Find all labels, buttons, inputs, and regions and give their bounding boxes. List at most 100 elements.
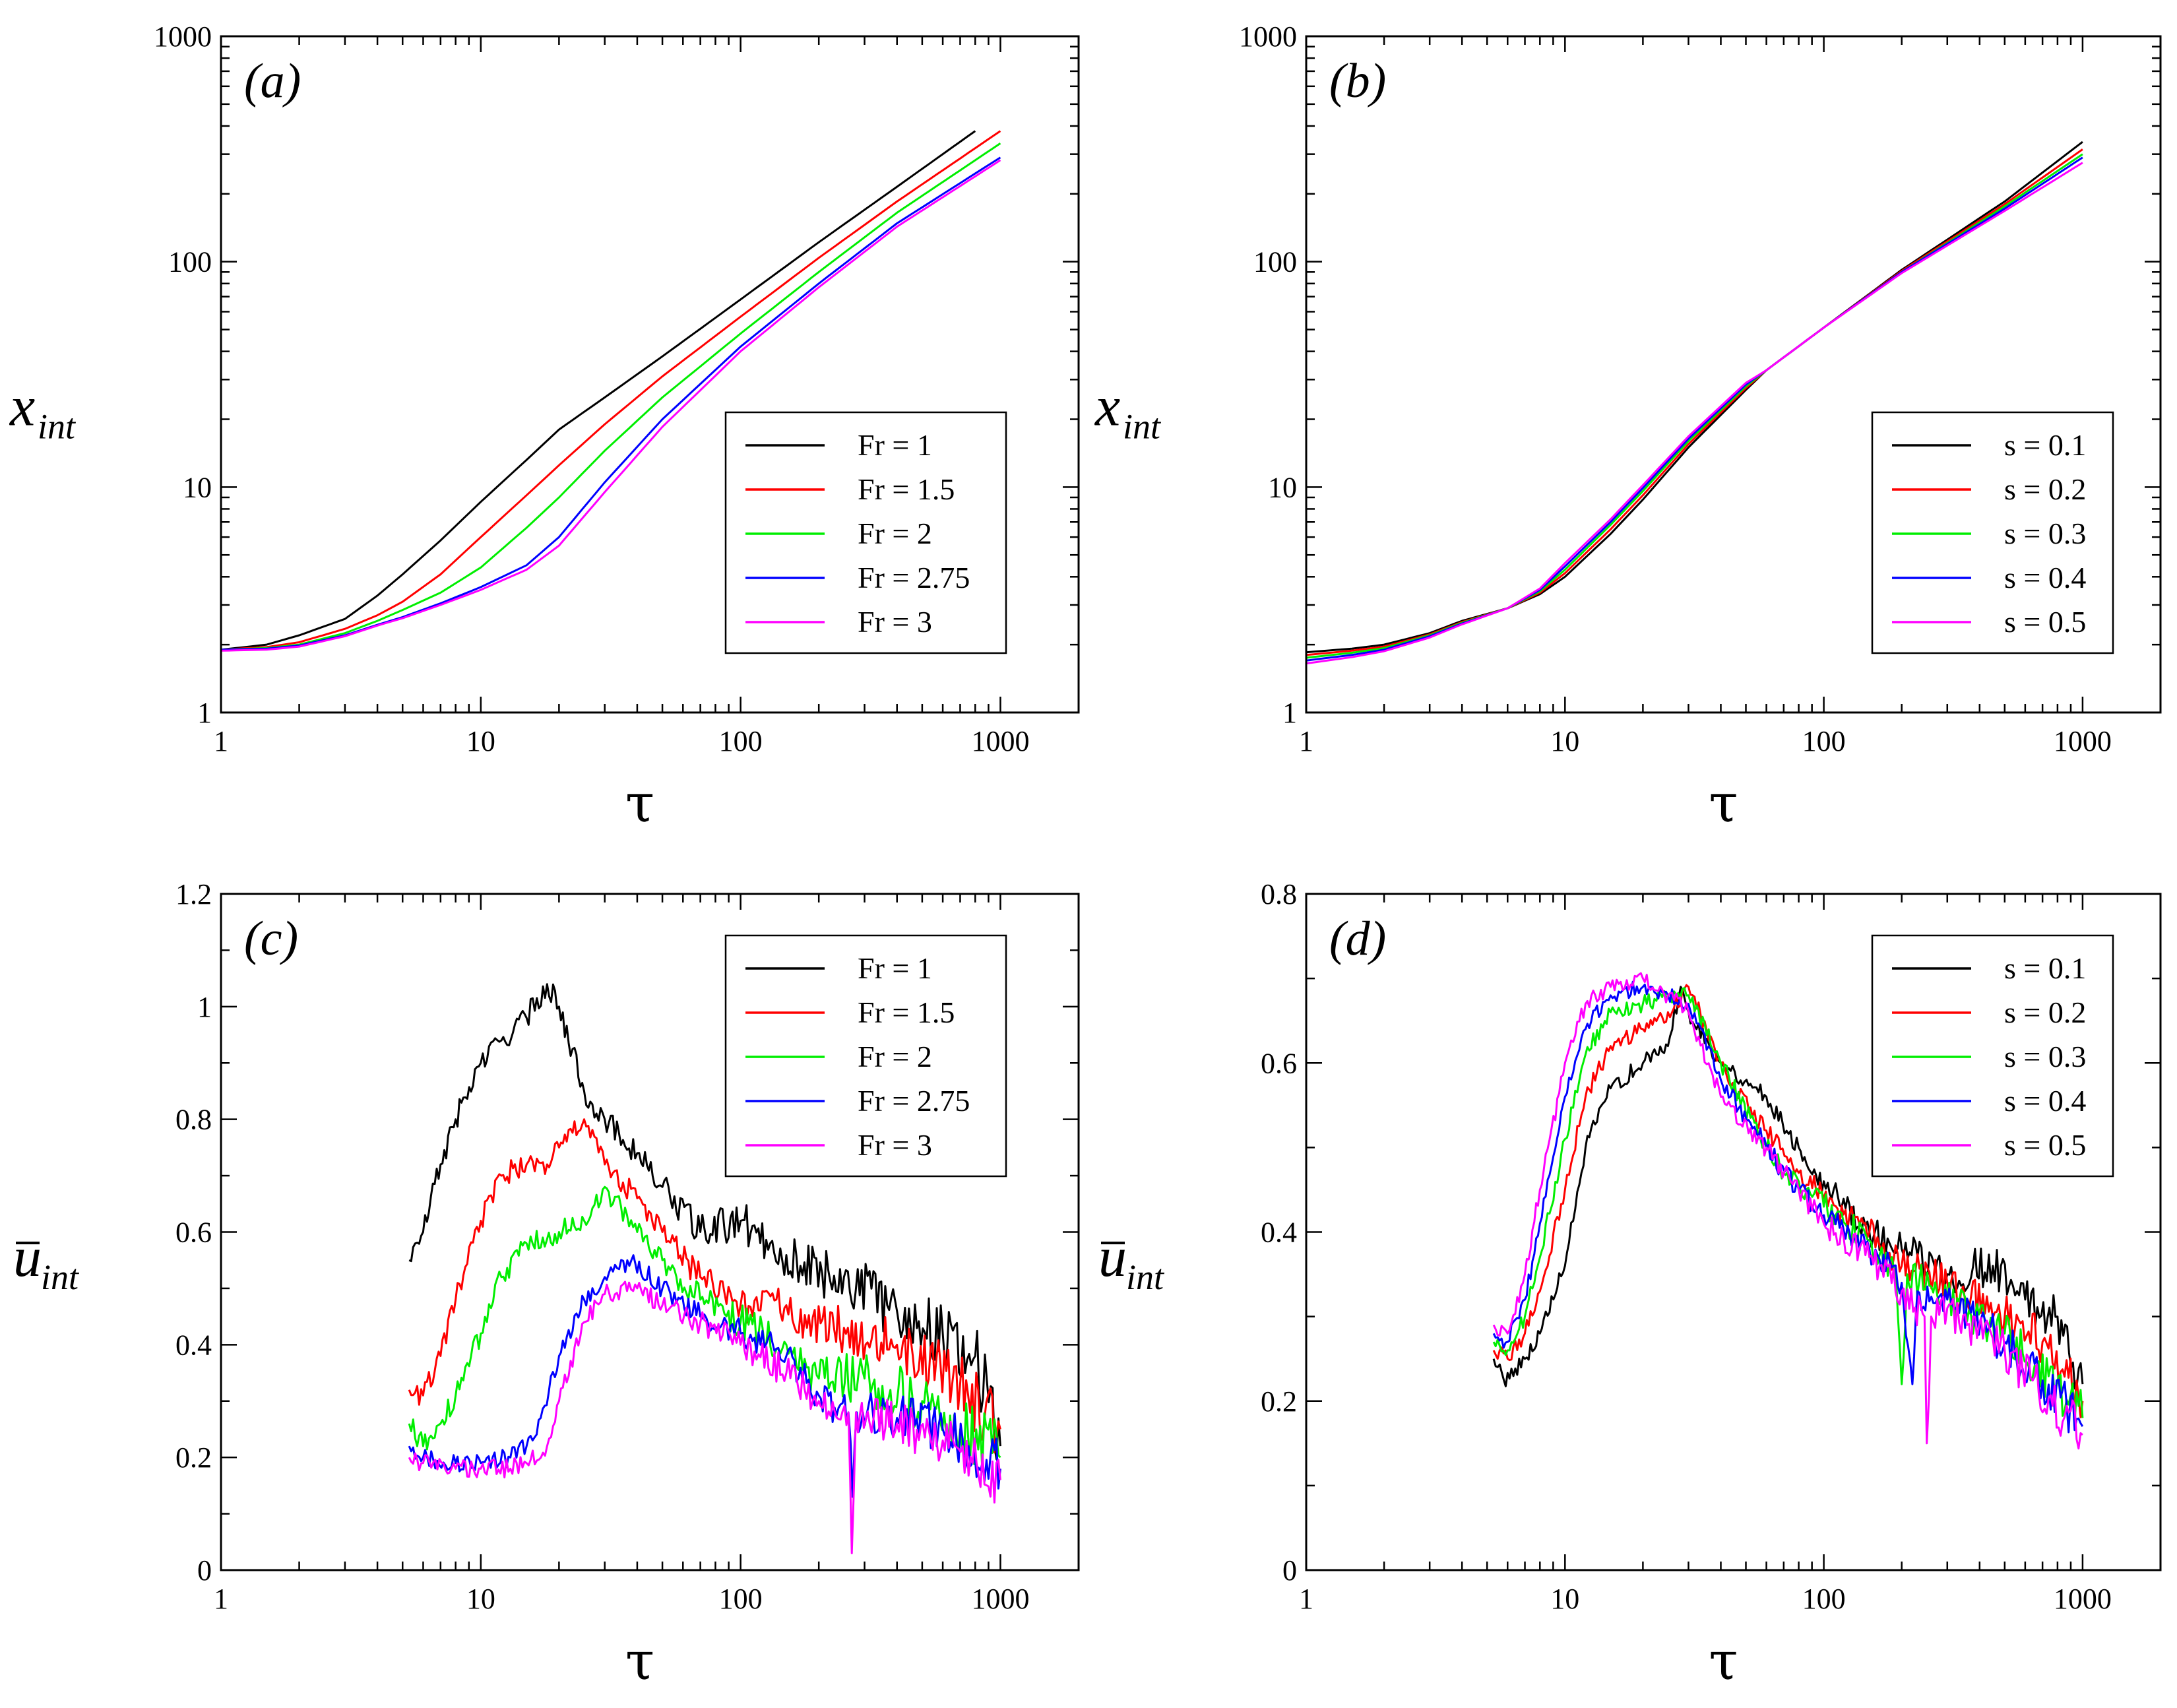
y-axis-label-subscript-c: int	[41, 1257, 80, 1297]
panel-label-d: (d)	[1329, 912, 1386, 966]
series-line-a-1	[221, 130, 976, 651]
x-axis-label-c: τ	[625, 1630, 654, 1692]
series-line-d-5	[1492, 972, 2083, 1450]
y-tick-label-d: 0.8	[1261, 878, 1297, 910]
legend-label-b-4: s = 0.4	[2004, 561, 2086, 594]
y-tick-label-c: 0.8	[175, 1104, 212, 1136]
legend-label-a-2: Fr = 1.5	[858, 472, 955, 506]
y-tick-label-b: 1000	[1239, 20, 1297, 53]
y-tick-label-d: 0	[1282, 1554, 1297, 1587]
legend-label-b-1: s = 0.1	[2004, 428, 2086, 462]
x-tick-label-c: 10	[466, 1583, 495, 1615]
x-tick-label-b: 100	[1802, 725, 1846, 757]
y-axis-label-subscript-b: int	[1123, 406, 1162, 446]
legend-label-d-5: s = 0.5	[2004, 1128, 2086, 1162]
y-tick-label-b: 1	[1282, 697, 1297, 729]
series-line-a-5	[221, 159, 1001, 652]
y-tick-label-b: 100	[1253, 246, 1297, 278]
series-line-b-4	[1306, 156, 2083, 662]
x-axis-label-a: τ	[625, 773, 654, 834]
x-tick-label-d: 100	[1802, 1583, 1846, 1615]
y-tick-label-a: 1	[197, 697, 212, 729]
legend-label-d-2: s = 0.2	[2004, 996, 2086, 1029]
legend-label-c-5: Fr = 3	[858, 1128, 932, 1162]
x-tick-label-d: 1000	[2054, 1583, 2112, 1615]
legend-label-b-2: s = 0.2	[2004, 472, 2086, 506]
x-tick-label-a: 10	[466, 725, 495, 757]
legend-b: s = 0.1 s = 0.2 s = 0.3 s = 0.4 s = 0.5	[1871, 411, 2114, 654]
y-axis-label-a: x	[9, 374, 35, 437]
panel-label-c: (c)	[244, 912, 298, 966]
legend-label-d-1: s = 0.1	[2004, 951, 2086, 985]
legend-label-a-4: Fr = 2.75	[858, 561, 970, 594]
axes-frame-b	[1305, 35, 2162, 714]
panel-label-b: (b)	[1329, 54, 1386, 108]
y-tick-label-c: 1.2	[175, 878, 212, 910]
legend-d: s = 0.1 s = 0.2 s = 0.3 s = 0.4 s = 0.5	[1871, 934, 2114, 1178]
x-tick-label-a: 100	[719, 725, 763, 757]
x-tick-label-d: 1	[1299, 1583, 1313, 1615]
y-tick-label-a: 10	[183, 471, 212, 503]
legend-label-d-4: s = 0.4	[2004, 1084, 2086, 1118]
y-axis-label-subscript-a: int	[38, 406, 77, 446]
legend-a: Fr = 1 Fr = 1.5 Fr = 2 Fr = 2.75 Fr = 3	[724, 411, 1007, 654]
ticks-c	[220, 893, 1080, 1571]
series-line-b-5	[1306, 162, 2083, 665]
legend-label-a-3: Fr = 2	[858, 517, 932, 550]
legend-label-c-1: Fr = 1	[858, 951, 932, 985]
legend-label-c-2: Fr = 1.5	[858, 996, 955, 1029]
y-tick-label-d: 0.2	[1261, 1385, 1297, 1418]
y-tick-label-a: 1000	[154, 20, 212, 53]
ticks-d	[1305, 893, 2162, 1571]
y-tick-label-c: 1	[197, 991, 212, 1023]
x-tick-label-c: 100	[719, 1583, 763, 1615]
x-tick-label-b: 10	[1550, 725, 1579, 757]
series-line-c-3	[408, 1186, 1001, 1472]
x-tick-label-c: 1	[214, 1583, 228, 1615]
y-tick-label-c: 0.2	[175, 1441, 212, 1474]
y-tick-label-a: 100	[168, 246, 212, 278]
legend-label-a-5: Fr = 3	[858, 605, 932, 639]
legend-c: Fr = 1 Fr = 1.5 Fr = 2 Fr = 2.75 Fr = 3	[724, 934, 1007, 1178]
y-axis-label-c: u	[13, 1225, 42, 1288]
legend-label-c-3: Fr = 2	[858, 1040, 932, 1073]
x-axis-label-b: τ	[1709, 773, 1738, 834]
x-tick-label-b: 1	[1299, 725, 1313, 757]
legend-label-a-1: Fr = 1	[858, 428, 932, 462]
x-tick-label-d: 10	[1550, 1583, 1579, 1615]
legend-label-b-3: s = 0.3	[2004, 517, 2086, 550]
series-line-c-5	[408, 1281, 1001, 1554]
series-line-a-3	[221, 142, 1001, 651]
x-tick-label-a: 1	[214, 725, 228, 757]
y-axis-label-subscript-d: int	[1126, 1257, 1165, 1297]
series-line-b-1	[1306, 141, 2083, 654]
y-tick-label-c: 0.4	[175, 1329, 212, 1361]
legend-label-d-3: s = 0.3	[2004, 1040, 2086, 1073]
panel-c: 1 10 100 1000 0 0.2 0.4 0.6 0.8 1 1.2 τ u int (c) Fr = …	[13, 878, 1080, 1692]
panel-label-a: (a)	[244, 54, 301, 108]
y-axis-label-b: x	[1094, 374, 1120, 437]
legend-label-c-4: Fr = 2.75	[858, 1084, 970, 1118]
series-line-c-1	[408, 983, 1001, 1461]
x-axis-label-d: τ	[1709, 1630, 1738, 1692]
ticks-b	[1305, 35, 2162, 714]
y-tick-label-c: 0.6	[175, 1217, 212, 1249]
y-axis-label-d: u	[1098, 1225, 1127, 1288]
x-tick-label-a: 1000	[971, 725, 1029, 757]
series-line-c-2	[408, 1118, 1001, 1453]
series-line-d-2	[1492, 984, 2084, 1418]
x-tick-label-c: 1000	[971, 1583, 1029, 1615]
series-line-a-2	[221, 130, 1001, 651]
series-line-c-4	[408, 1254, 1001, 1498]
y-tick-label-d: 0.6	[1261, 1047, 1297, 1079]
ticks-a	[220, 35, 1080, 714]
y-tick-label-b: 10	[1268, 471, 1297, 503]
axes-frame-a	[220, 35, 1080, 714]
legend-label-b-5: s = 0.5	[2004, 605, 2086, 639]
y-tick-label-d: 0.4	[1261, 1217, 1297, 1249]
series-line-d-1	[1492, 986, 2084, 1390]
